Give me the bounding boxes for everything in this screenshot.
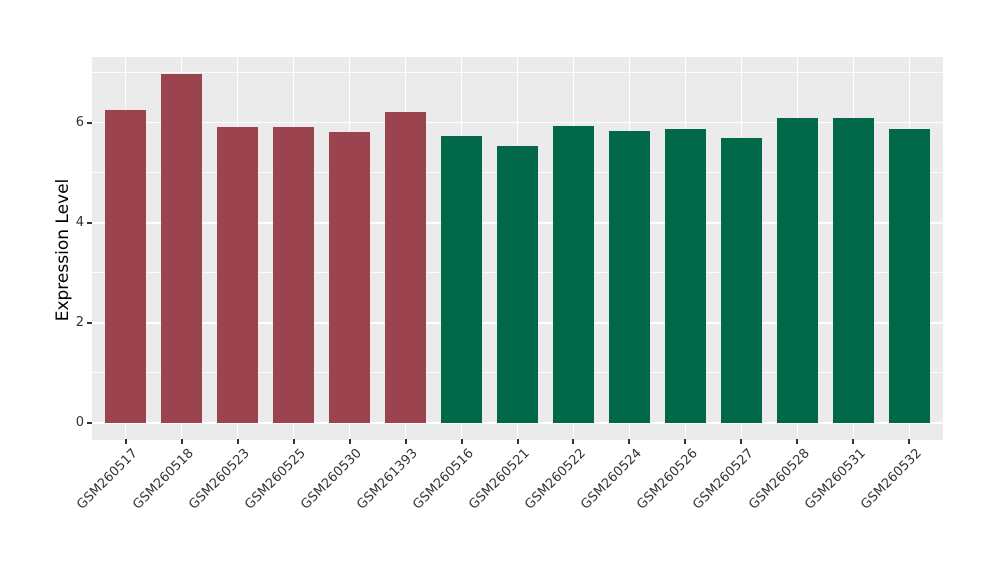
y-tick-label: 6 bbox=[75, 114, 84, 130]
x-tick-mark bbox=[348, 439, 351, 444]
x-tick-mark bbox=[796, 439, 799, 444]
x-tick-mark bbox=[180, 439, 183, 444]
bar-GSM260531 bbox=[832, 117, 874, 423]
y-tick-mark bbox=[87, 121, 92, 124]
bar-GSM260517 bbox=[105, 110, 147, 423]
y-tick-label: 2 bbox=[75, 314, 84, 330]
bar-GSM260526 bbox=[664, 129, 706, 423]
bar-GSM260525 bbox=[273, 127, 315, 423]
plot-panel bbox=[92, 57, 943, 440]
bar-GSM260527 bbox=[720, 138, 762, 423]
y-tick-mark bbox=[87, 321, 92, 324]
bar-GSM260522 bbox=[552, 126, 594, 423]
bar-GSM260524 bbox=[608, 131, 650, 423]
x-tick-mark bbox=[516, 439, 519, 444]
bar-GSM260516 bbox=[441, 136, 482, 423]
bar-GSM260523 bbox=[217, 127, 259, 423]
x-tick-mark bbox=[124, 439, 127, 444]
bar-GSM260521 bbox=[497, 146, 538, 423]
x-tick-mark bbox=[684, 439, 687, 444]
y-tick-label: 0 bbox=[75, 415, 84, 430]
bar-GSM260530 bbox=[329, 131, 371, 423]
x-tick-mark bbox=[628, 439, 631, 444]
x-tick-mark bbox=[908, 439, 911, 444]
x-tick-mark bbox=[740, 439, 743, 444]
x-tick-mark bbox=[292, 439, 295, 444]
x-tick-mark bbox=[852, 439, 855, 444]
x-tick-mark bbox=[236, 439, 239, 444]
y-tick-mark bbox=[87, 221, 92, 224]
x-tick-mark bbox=[460, 439, 463, 444]
y-axis-title: Expression Level bbox=[53, 178, 73, 322]
bar-GSM261393 bbox=[385, 111, 427, 423]
bar-GSM260528 bbox=[776, 117, 818, 423]
y-tick-label: 4 bbox=[75, 214, 84, 230]
x-tick-mark bbox=[572, 439, 575, 444]
bar-GSM260518 bbox=[161, 74, 203, 423]
bar-GSM260532 bbox=[888, 129, 930, 423]
y-tick-mark bbox=[87, 422, 92, 424]
x-tick-mark bbox=[404, 439, 407, 444]
